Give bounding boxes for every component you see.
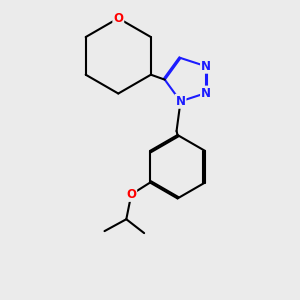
Text: N: N [201,60,211,73]
Text: N: N [176,95,185,108]
Text: N: N [201,87,211,100]
Text: O: O [113,12,123,25]
Text: O: O [126,188,136,201]
